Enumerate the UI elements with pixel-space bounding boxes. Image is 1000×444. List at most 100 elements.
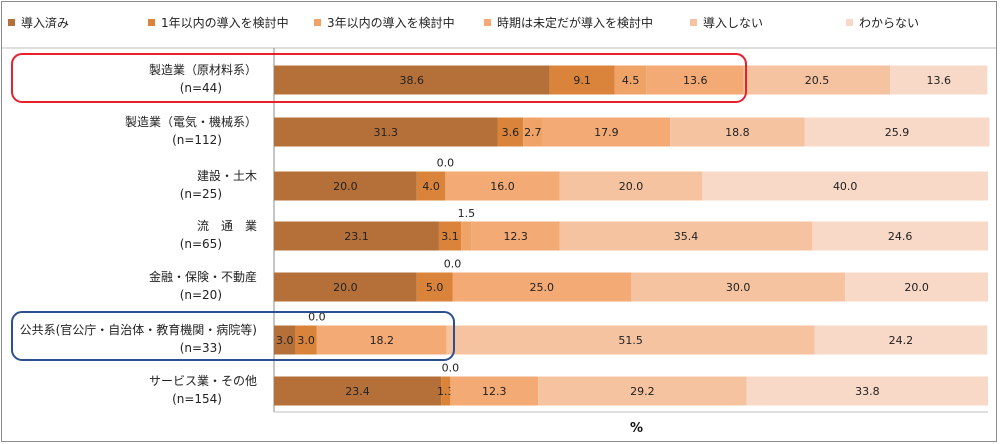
data-label: 3.0	[297, 334, 315, 347]
highlight-box	[11, 311, 455, 361]
bar-segment	[274, 376, 442, 406]
legend-swatch	[690, 19, 697, 26]
bar-segment	[416, 272, 453, 302]
bar-segment	[631, 272, 846, 302]
data-label: 0.0	[437, 157, 455, 170]
category-label: 流 通 業	[197, 219, 257, 233]
category-count: (n=65)	[180, 237, 222, 251]
data-label: 0.0	[444, 258, 462, 271]
data-label: 18.8	[725, 126, 750, 139]
legend-label: 時期は未定だが導入を検討中	[497, 16, 654, 30]
bar-segment	[316, 325, 447, 355]
data-label: 9.1	[573, 74, 591, 87]
data-label: 25.0	[530, 281, 555, 294]
bar-segment	[274, 325, 296, 355]
category-label: 製造業（原材料系）	[149, 63, 257, 77]
legend-swatch	[484, 19, 491, 26]
data-label: 20.5	[805, 74, 830, 87]
bar-segment	[812, 221, 988, 251]
data-label: 20.0	[619, 180, 644, 193]
legend-item: 1年以内の導入を検討中	[148, 14, 289, 31]
data-label: 33.8	[855, 385, 880, 398]
legend-swatch	[8, 19, 15, 26]
data-label: 1.5	[458, 207, 476, 220]
bar-segment	[274, 65, 550, 95]
legend-label: 導入済み	[21, 16, 70, 30]
category-label: 公共系(官公庁・自治体・教育機関・病院等)	[20, 322, 257, 337]
bar-segment	[471, 221, 560, 251]
data-label: 17.9	[594, 126, 619, 139]
legend-item: 導入済み	[8, 14, 69, 31]
legend-item: わからない	[846, 14, 919, 31]
bar-segment	[445, 171, 560, 201]
bar-segment	[446, 325, 815, 355]
bar-segment	[274, 221, 439, 251]
data-label: 0.0	[308, 311, 326, 324]
bar-segment	[461, 221, 472, 251]
data-label: 51.5	[618, 334, 643, 347]
data-label: 12.3	[503, 230, 528, 243]
bar-segment	[450, 376, 539, 406]
data-label: 18.2	[370, 334, 395, 347]
category-count: (n=154)	[172, 392, 222, 406]
legend-item: 導入しない	[690, 14, 763, 31]
data-label: 1.3	[437, 385, 455, 398]
bar-segment	[438, 221, 462, 251]
category-count: (n=20)	[180, 288, 222, 302]
data-label: 35.4	[674, 230, 699, 243]
data-label: 4.0	[422, 180, 440, 193]
bar-segment	[804, 117, 990, 147]
data-label: 13.6	[683, 74, 708, 87]
data-label: 23.1	[344, 230, 369, 243]
bar-segment	[274, 272, 417, 302]
data-label: 5.0	[426, 281, 444, 294]
bar-segment	[746, 376, 988, 406]
category-label: サービス業・その他	[149, 374, 257, 388]
bar-segment	[559, 171, 703, 201]
legend-label: わからない	[859, 16, 920, 30]
data-label: 29.2	[630, 385, 655, 398]
bar-segment	[441, 376, 451, 406]
bar-segment	[614, 65, 647, 95]
bar-segment	[274, 171, 417, 201]
legend-swatch	[846, 19, 853, 26]
bar-segment	[549, 65, 615, 95]
data-label: 24.6	[888, 230, 913, 243]
legend-label: 1年以内の導入を検討中	[161, 16, 289, 30]
data-label: 0.0	[442, 362, 460, 375]
data-label: 2.7	[524, 126, 542, 139]
x-axis-label: %	[630, 421, 644, 436]
bar-segment	[890, 65, 988, 95]
category-count: (n=112)	[172, 133, 222, 147]
category-label: 製造業（電気・機械系）	[125, 114, 257, 129]
bar-segment	[559, 221, 813, 251]
bar-segment	[452, 272, 631, 302]
category-label: 建設・土木	[197, 168, 257, 183]
highlight-box	[11, 53, 747, 103]
data-label: 24.2	[889, 334, 914, 347]
data-label: 40.0	[833, 180, 858, 193]
category-count: (n=33)	[180, 341, 222, 355]
bar-segment	[274, 117, 498, 147]
data-label: 30.0	[726, 281, 751, 294]
bar-segment	[523, 117, 543, 147]
legend-item: 時期は未定だが導入を検討中	[484, 14, 653, 31]
data-label: 38.6	[400, 74, 425, 87]
bar-segment	[845, 272, 988, 302]
bar-segment	[646, 65, 744, 95]
legend-label: 導入しない	[703, 16, 764, 30]
legend-label: 3年以内の導入を検討中	[327, 16, 455, 30]
bar-segment	[416, 171, 446, 201]
data-label: 20.0	[333, 180, 358, 193]
category-count: (n=25)	[180, 187, 222, 201]
legend-item: 3年以内の導入を検討中	[314, 14, 455, 31]
category-count: (n=44)	[180, 81, 222, 95]
bar-segment	[670, 117, 805, 147]
data-label: 23.4	[345, 385, 370, 398]
bar-segment	[743, 65, 891, 95]
bar-segment	[538, 376, 747, 406]
bar-segment	[702, 171, 988, 201]
data-label: 3.0	[276, 334, 294, 347]
